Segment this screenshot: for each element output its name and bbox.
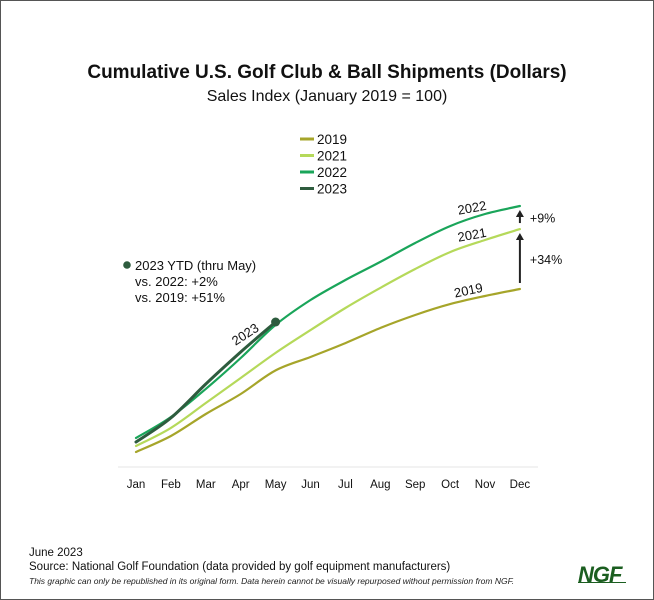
x-tick-label: Dec [510,479,531,491]
chart-subtitle: Sales Index (January 2019 = 100) [206,88,448,105]
annotations: 2023 YTD (thru May)vs. 2022: +2%vs. 2019… [123,210,562,327]
legend-label-2019: 2019 [317,132,347,147]
series-lines [134,204,521,454]
line-label-2019: 2019 [453,280,484,301]
footer-source: Source: National Golf Foundation (data p… [29,561,451,573]
legend-label-2022: 2022 [317,165,347,180]
ytd-annotation-line-1: 2023 YTD (thru May) [135,258,256,273]
line-label-2022: 2022 [456,198,487,218]
series-line-2023 [134,320,278,444]
legend-label-2023: 2023 [317,182,347,197]
x-tick-label: Oct [441,479,460,491]
ngf-logo-underline [578,582,626,583]
x-tick-label: May [265,479,287,491]
line-label-2023: 2023 [229,320,261,348]
ytd-annotation-line-2: vs. 2022: +2% [135,274,218,289]
arrowhead-2019-to-2021 [515,233,524,241]
x-tick-label: Feb [161,479,181,491]
x-tick-label: Jul [338,479,353,491]
series-line-2019 [134,287,521,454]
x-tick-label: Jun [301,479,320,491]
legend-label-2021: 2021 [317,149,347,164]
x-tick-label: Apr [232,479,250,491]
pct-label-2021-to-2022: +9% [530,212,555,226]
footer-note: This graphic can only be republished in … [29,576,515,586]
ytd-marker-dot [271,317,281,327]
x-tick-label: Jan [127,479,146,491]
ytd-annotation-line-3: vs. 2019: +51% [135,290,225,305]
x-axis-tick-labels: Jan Feb Mar Apr May Jun Jul Aug Sep Oct Nov Dec [127,479,531,491]
series-line-2021 [134,228,521,448]
x-tick-label: Mar [196,479,216,491]
series-line-2022 [134,204,521,440]
arrowhead-2021-to-2022 [515,210,524,218]
x-tick-label: Aug [370,479,390,491]
x-tick-label: Sep [405,479,425,491]
x-tick-label: Nov [475,479,496,491]
pct-label-2019-to-2021: +34% [530,253,562,267]
ytd-bullet-dot [123,261,131,269]
footer-date: June 2023 [29,547,83,559]
line-label-2021: 2021 [456,225,487,245]
ngf-logo: NGF [578,562,622,587]
chart-title: Cumulative U.S. Golf Club & Ball Shipmen… [87,62,567,83]
